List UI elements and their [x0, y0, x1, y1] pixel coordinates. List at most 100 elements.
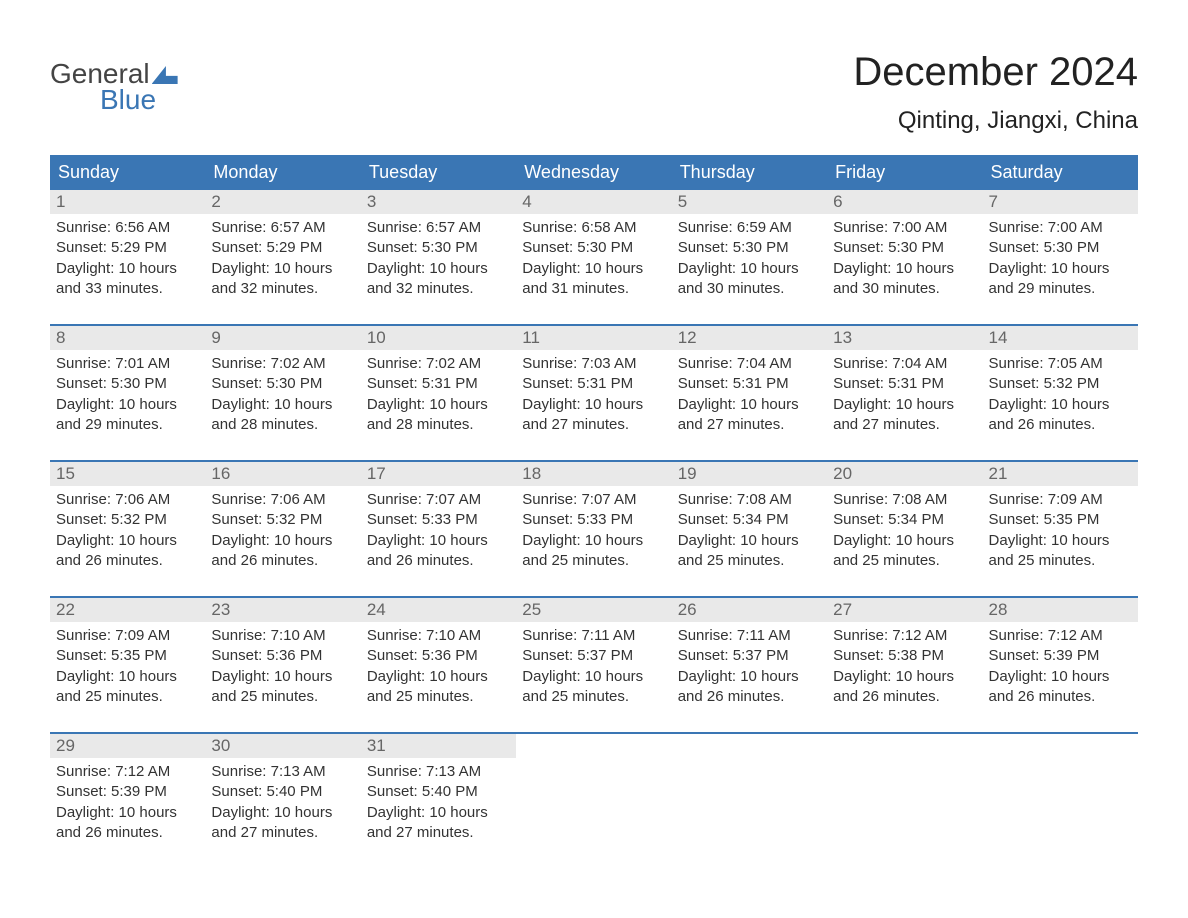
sunrise-line: Sunrise: 7:05 AM	[989, 354, 1132, 374]
day-body: Sunrise: 6:57 AMSunset: 5:30 PMDaylight:…	[361, 214, 516, 305]
sunset-line: Sunset: 5:37 PM	[522, 646, 665, 666]
daylight-line: Daylight: 10 hours and 26 minutes.	[833, 667, 976, 708]
sunset-line: Sunset: 5:30 PM	[56, 374, 199, 394]
day-number: 16	[205, 462, 360, 486]
calendar: SundayMondayTuesdayWednesdayThursdayFrid…	[50, 155, 1138, 854]
day-number: 20	[827, 462, 982, 486]
day-cell: 9Sunrise: 7:02 AMSunset: 5:30 PMDaylight…	[205, 326, 360, 446]
sunset-line: Sunset: 5:30 PM	[833, 238, 976, 258]
daylight-line: Daylight: 10 hours and 26 minutes.	[678, 667, 821, 708]
day-cell	[672, 734, 827, 854]
sunrise-line: Sunrise: 7:07 AM	[367, 490, 510, 510]
day-cell: 15Sunrise: 7:06 AMSunset: 5:32 PMDayligh…	[50, 462, 205, 582]
daylight-line: Daylight: 10 hours and 27 minutes.	[211, 803, 354, 844]
sunset-line: Sunset: 5:33 PM	[522, 510, 665, 530]
sunrise-line: Sunrise: 7:13 AM	[367, 762, 510, 782]
daylight-line: Daylight: 10 hours and 25 minutes.	[522, 667, 665, 708]
sunset-line: Sunset: 5:31 PM	[678, 374, 821, 394]
daylight-line: Daylight: 10 hours and 28 minutes.	[211, 395, 354, 436]
day-body: Sunrise: 7:07 AMSunset: 5:33 PMDaylight:…	[361, 486, 516, 577]
day-number: 7	[983, 190, 1138, 214]
daylight-line: Daylight: 10 hours and 30 minutes.	[833, 259, 976, 300]
logo-flag-icon	[152, 66, 178, 84]
sunset-line: Sunset: 5:36 PM	[367, 646, 510, 666]
sunrise-line: Sunrise: 6:58 AM	[522, 218, 665, 238]
sunset-line: Sunset: 5:35 PM	[989, 510, 1132, 530]
sunset-line: Sunset: 5:38 PM	[833, 646, 976, 666]
day-number: 14	[983, 326, 1138, 350]
sunset-line: Sunset: 5:29 PM	[211, 238, 354, 258]
day-body: Sunrise: 7:12 AMSunset: 5:38 PMDaylight:…	[827, 622, 982, 713]
sunrise-line: Sunrise: 7:04 AM	[678, 354, 821, 374]
day-cell	[516, 734, 671, 854]
sunset-line: Sunset: 5:37 PM	[678, 646, 821, 666]
day-cell: 17Sunrise: 7:07 AMSunset: 5:33 PMDayligh…	[361, 462, 516, 582]
day-number: 27	[827, 598, 982, 622]
day-number: 11	[516, 326, 671, 350]
day-body: Sunrise: 7:11 AMSunset: 5:37 PMDaylight:…	[672, 622, 827, 713]
sunset-line: Sunset: 5:34 PM	[833, 510, 976, 530]
day-header: Saturday	[983, 155, 1138, 190]
sunrise-line: Sunrise: 7:10 AM	[367, 626, 510, 646]
sunset-line: Sunset: 5:30 PM	[211, 374, 354, 394]
sunset-line: Sunset: 5:30 PM	[367, 238, 510, 258]
day-cell: 14 Sunrise: 7:05 AMSunset: 5:32 PMDayligh…	[983, 326, 1138, 446]
sunset-line: Sunset: 5:40 PM	[211, 782, 354, 802]
sunrise-line: Sunrise: 7:12 AM	[56, 762, 199, 782]
sunrise-line: Sunrise: 7:08 AM	[833, 490, 976, 510]
daylight-line: Daylight: 10 hours and 29 minutes.	[56, 395, 199, 436]
day-number: 17	[361, 462, 516, 486]
daylight-line: Daylight: 10 hours and 26 minutes.	[989, 395, 1132, 436]
day-cell: 24 Sunrise: 7:10 AMSunset: 5:36 PMDayligh…	[361, 598, 516, 718]
day-cell: 23Sunrise: 7:10 AMSunset: 5:36 PMDayligh…	[205, 598, 360, 718]
day-header-row: SundayMondayTuesdayWednesdayThursdayFrid…	[50, 155, 1138, 190]
day-cell: 30Sunrise: 7:13 AMSunset: 5:40 PMDayligh…	[205, 734, 360, 854]
sunset-line: Sunset: 5:32 PM	[989, 374, 1132, 394]
day-header: Sunday	[50, 155, 205, 190]
day-body: Sunrise: 7:06 AMSunset: 5:32 PMDaylight:…	[205, 486, 360, 577]
sunrise-line: Sunrise: 7:06 AM	[56, 490, 199, 510]
day-number: 9	[205, 326, 360, 350]
daylight-line: Daylight: 10 hours and 25 minutes.	[367, 667, 510, 708]
sunrise-line: Sunrise: 7:00 AM	[833, 218, 976, 238]
day-cell: 5Sunrise: 6:59 AMSunset: 5:30 PMDaylight…	[672, 190, 827, 310]
sunset-line: Sunset: 5:29 PM	[56, 238, 199, 258]
day-number: 24	[361, 598, 516, 622]
day-body: Sunrise: 7:13 AMSunset: 5:40 PMDaylight:…	[205, 758, 360, 849]
sunrise-line: Sunrise: 7:03 AM	[522, 354, 665, 374]
sunrise-line: Sunrise: 7:09 AM	[56, 626, 199, 646]
day-cell: 25Sunrise: 7:11 AMSunset: 5:37 PMDayligh…	[516, 598, 671, 718]
week-row: 29Sunrise: 7:12 AMSunset: 5:39 PMDayligh…	[50, 732, 1138, 854]
daylight-line: Daylight: 10 hours and 31 minutes.	[522, 259, 665, 300]
sunrise-line: Sunrise: 6:57 AM	[211, 218, 354, 238]
daylight-line: Daylight: 10 hours and 26 minutes.	[56, 531, 199, 572]
day-number: 15	[50, 462, 205, 486]
day-cell: 13Sunrise: 7:04 AMSunset: 5:31 PMDayligh…	[827, 326, 982, 446]
day-number-empty	[827, 734, 982, 758]
sunrise-line: Sunrise: 6:56 AM	[56, 218, 199, 238]
daylight-line: Daylight: 10 hours and 26 minutes.	[989, 667, 1132, 708]
sunset-line: Sunset: 5:31 PM	[367, 374, 510, 394]
daylight-line: Daylight: 10 hours and 25 minutes.	[211, 667, 354, 708]
day-body: Sunrise: 7:09 AMSunset: 5:35 PMDaylight:…	[983, 486, 1138, 577]
day-cell: 28Sunrise: 7:12 AMSunset: 5:39 PMDayligh…	[983, 598, 1138, 718]
logo-text-blue: Blue	[100, 86, 178, 114]
day-number: 29	[50, 734, 205, 758]
day-header: Friday	[827, 155, 982, 190]
week-row: 15Sunrise: 7:06 AMSunset: 5:32 PMDayligh…	[50, 460, 1138, 582]
sunset-line: Sunset: 5:34 PM	[678, 510, 821, 530]
sunset-line: Sunset: 5:32 PM	[211, 510, 354, 530]
day-body: Sunrise: 7:06 AMSunset: 5:32 PMDaylight:…	[50, 486, 205, 577]
page-title: December 2024	[853, 50, 1138, 95]
daylight-line: Daylight: 10 hours and 25 minutes.	[833, 531, 976, 572]
day-body: Sunrise: 7:13 AMSunset: 5:40 PMDaylight:…	[361, 758, 516, 849]
day-cell	[983, 734, 1138, 854]
day-cell: 12Sunrise: 7:04 AMSunset: 5:31 PMDayligh…	[672, 326, 827, 446]
week-row: 22Sunrise: 7:09 AMSunset: 5:35 PMDayligh…	[50, 596, 1138, 718]
sunrise-line: Sunrise: 7:01 AM	[56, 354, 199, 374]
day-cell: 11Sunrise: 7:03 AMSunset: 5:31 PMDayligh…	[516, 326, 671, 446]
day-number: 5	[672, 190, 827, 214]
day-number: 13	[827, 326, 982, 350]
day-body: Sunrise: 7:11 AMSunset: 5:37 PMDaylight:…	[516, 622, 671, 713]
sunset-line: Sunset: 5:35 PM	[56, 646, 199, 666]
